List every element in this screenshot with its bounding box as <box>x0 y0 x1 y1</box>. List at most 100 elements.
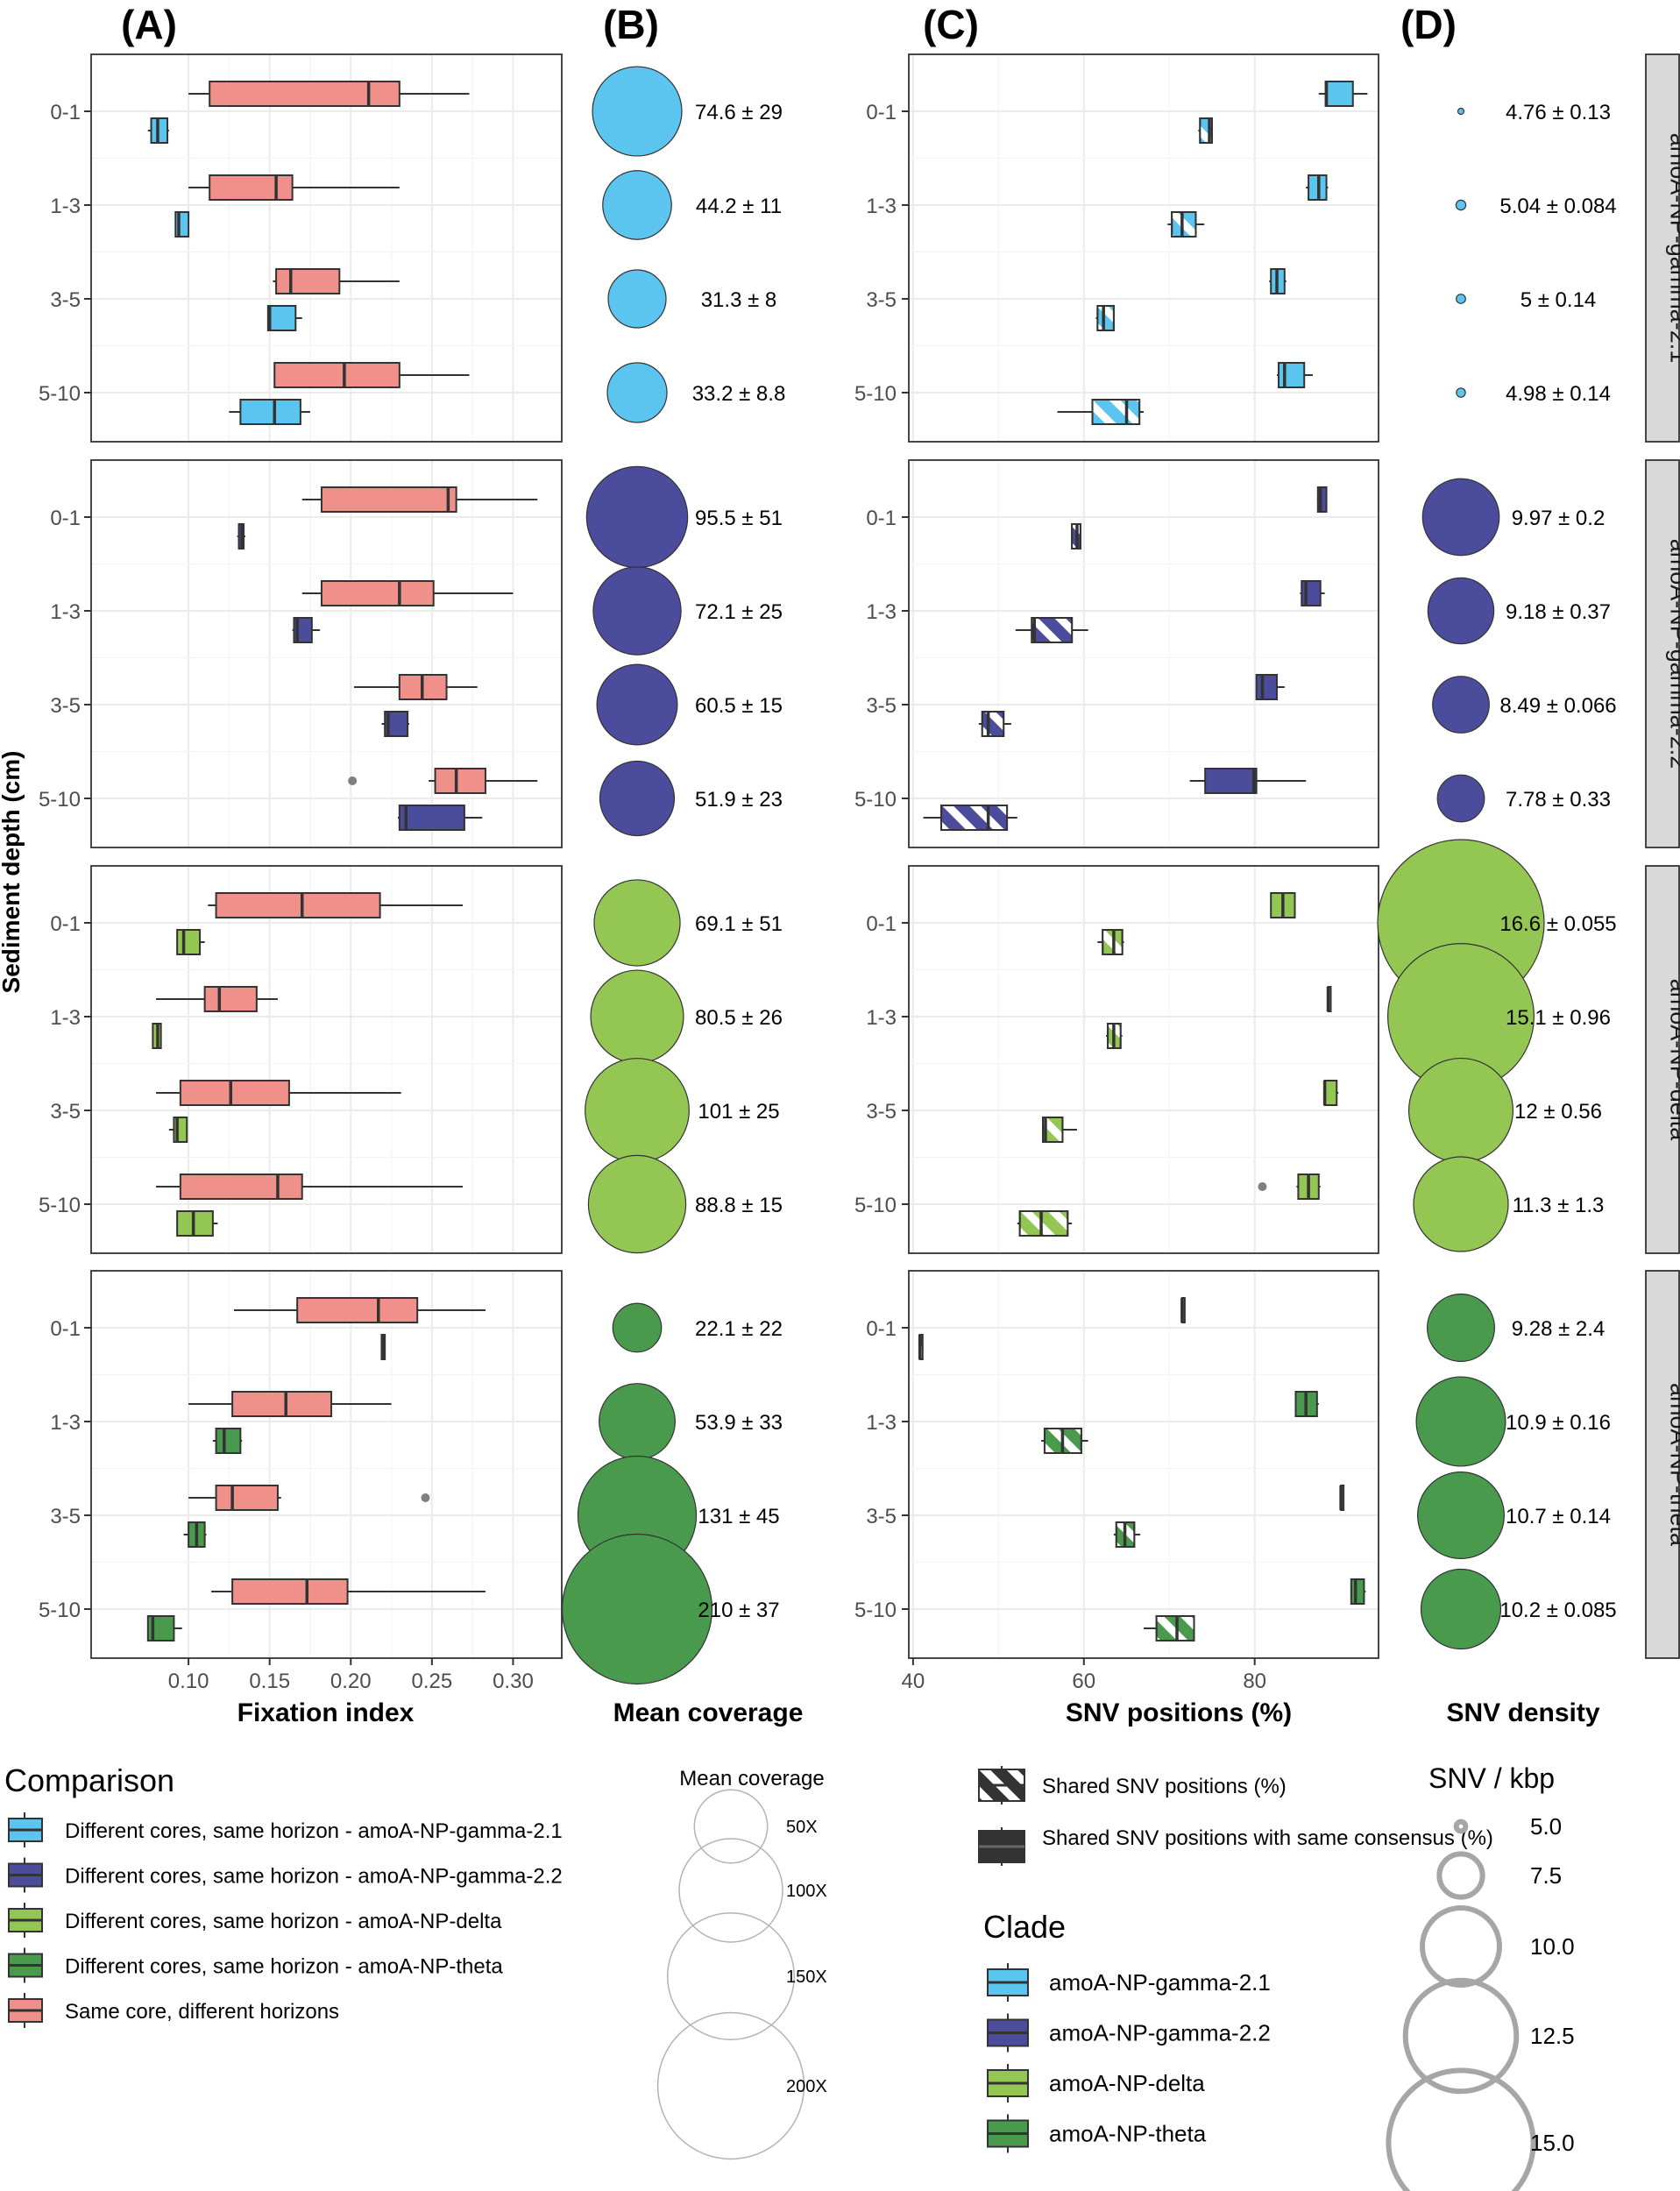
coverage-bubble <box>585 1058 690 1163</box>
box <box>179 1080 290 1106</box>
box-different-cores <box>397 805 483 831</box>
box-different-cores <box>212 1428 243 1454</box>
legend-label: 5.0 <box>1530 1813 1562 1840</box>
box-hatch <box>1096 305 1115 331</box>
box-shared-positions <box>1015 617 1088 643</box>
panel-background <box>91 460 562 847</box>
y-tick-label: 1-3 <box>866 195 897 218</box>
box-hatch <box>1091 399 1141 425</box>
coverage-label: 131 ± 45 <box>698 1505 779 1528</box>
y-tick-label: 1-3 <box>866 1411 897 1435</box>
box-same-consensus <box>1269 268 1287 294</box>
x-axis-title: SNV density <box>1446 1698 1599 1727</box>
box-same-core <box>208 892 464 918</box>
legend-density-circle <box>1436 1851 1485 1900</box>
box-shared-positions <box>1071 523 1081 550</box>
legend-key-clade <box>987 1963 1029 2002</box>
coverage-label: 53.9 ± 33 <box>695 1411 783 1435</box>
x-tick-label: 0.10 <box>168 1670 209 1693</box>
box-different-cores <box>146 1615 182 1641</box>
y-tick-label: 1-3 <box>866 600 897 624</box>
box-different-cores <box>174 211 190 238</box>
legend-label: 100X <box>786 1882 827 1901</box>
box-same-core <box>233 1297 486 1323</box>
x-tick-label: 0.25 <box>412 1670 453 1693</box>
panel-title: (C) <box>923 2 979 47</box>
coverage-label: 31.3 ± 8 <box>701 288 777 312</box>
box-shared-positions <box>1167 211 1205 238</box>
legend-coverage-circle <box>656 2011 805 2160</box>
legend-label: 15.0 <box>1530 2130 1575 2156</box>
coverage-bubble <box>596 663 678 746</box>
snv-density-bubble <box>1427 577 1495 645</box>
legend-label: amoA-NP-gamma-2.2 <box>1049 2020 1271 2046</box>
box-same-core <box>156 1173 464 1200</box>
box-shared-positions <box>1106 1023 1123 1049</box>
box-different-cores <box>152 1023 162 1049</box>
facet-strip-label: amoA-NP-theta <box>1666 1383 1680 1547</box>
coverage-label: 51.9 ± 23 <box>695 788 783 812</box>
y-tick-label: 3-5 <box>50 1100 81 1124</box>
box <box>239 399 301 425</box>
panel-border <box>908 865 1379 1254</box>
legend-label: amoA-NP-theta <box>1049 2121 1207 2147</box>
x-tick-label: 40 <box>902 1670 925 1693</box>
box-shared-positions <box>923 805 1017 831</box>
box-same-consensus <box>1339 1485 1345 1511</box>
box-same-core <box>188 1485 281 1511</box>
box-hatch <box>1042 1117 1064 1143</box>
y-tick-label: 1-3 <box>50 1006 81 1030</box>
coverage-label: 33.2 ± 8.8 <box>692 382 786 406</box>
y-tick-label: 5-10 <box>854 788 897 812</box>
y-tick-label: 5-10 <box>854 1599 897 1622</box>
panel-border <box>90 865 563 1254</box>
coverage-label: 44.2 ± 11 <box>696 195 782 218</box>
legend-label: 10.0 <box>1530 1933 1575 1960</box>
box <box>215 1485 279 1511</box>
y-tick-label: 5-10 <box>39 1599 81 1622</box>
coverage-label: 22.1 ± 22 <box>695 1317 783 1341</box>
snv-density-label: 4.76 ± 0.13 <box>1506 101 1611 124</box>
legend-title: Mean coverage <box>679 1767 824 1790</box>
coverage-bubble <box>593 879 681 967</box>
snv-density-label: 8.49 ± 0.066 <box>1499 694 1616 718</box>
legend-key-snv-type <box>978 1766 1025 1805</box>
snv-density-label: 9.97 ± 0.2 <box>1512 507 1606 530</box>
coverage-label: 69.1 ± 51 <box>695 912 783 936</box>
y-tick-label: 5-10 <box>39 382 81 406</box>
snv-density-label: 9.18 ± 0.37 <box>1506 600 1611 624</box>
box <box>275 268 341 294</box>
legend-label: Shared SNV positions (%) <box>1042 1775 1287 1798</box>
legend-label: 150X <box>786 1968 827 1987</box>
box <box>1255 674 1279 700</box>
panel-border <box>90 1270 563 1659</box>
box-shared-positions <box>1097 929 1124 955</box>
legend-density-circle <box>1453 1819 1469 1834</box>
box-shared-positions <box>1057 399 1144 425</box>
box-different-cores <box>168 1117 188 1143</box>
y-tick-label: 0-1 <box>866 507 897 530</box>
y-tick-label: 5-10 <box>854 382 897 406</box>
snv-density-label: 7.78 ± 0.33 <box>1506 788 1611 812</box>
box-same-core <box>188 81 470 107</box>
box-different-cores <box>266 305 302 331</box>
box-shared-positions <box>978 711 1011 737</box>
legend-density-circle <box>1402 1977 1520 2095</box>
coverage-bubble <box>592 566 682 656</box>
box-same-core <box>301 580 514 606</box>
box-shared-positions <box>1017 1210 1073 1237</box>
outlier-point <box>421 1493 430 1502</box>
y-tick-label: 1-3 <box>50 600 81 624</box>
snv-density-label: 10.2 ± 0.085 <box>1499 1599 1616 1622</box>
x-axis-title: Fixation index <box>237 1698 415 1727</box>
y-tick-label: 3-5 <box>866 694 897 718</box>
snv-density-bubble <box>1420 1568 1502 1650</box>
coverage-bubble <box>599 1383 676 1460</box>
box-same-consensus <box>1294 1391 1319 1417</box>
box <box>179 1173 303 1200</box>
box <box>176 929 202 955</box>
snv-density-bubble <box>1413 1156 1509 1252</box>
snv-density-bubble <box>1415 1376 1506 1467</box>
panel-border <box>908 459 1379 848</box>
coverage-bubble <box>561 1533 713 1685</box>
